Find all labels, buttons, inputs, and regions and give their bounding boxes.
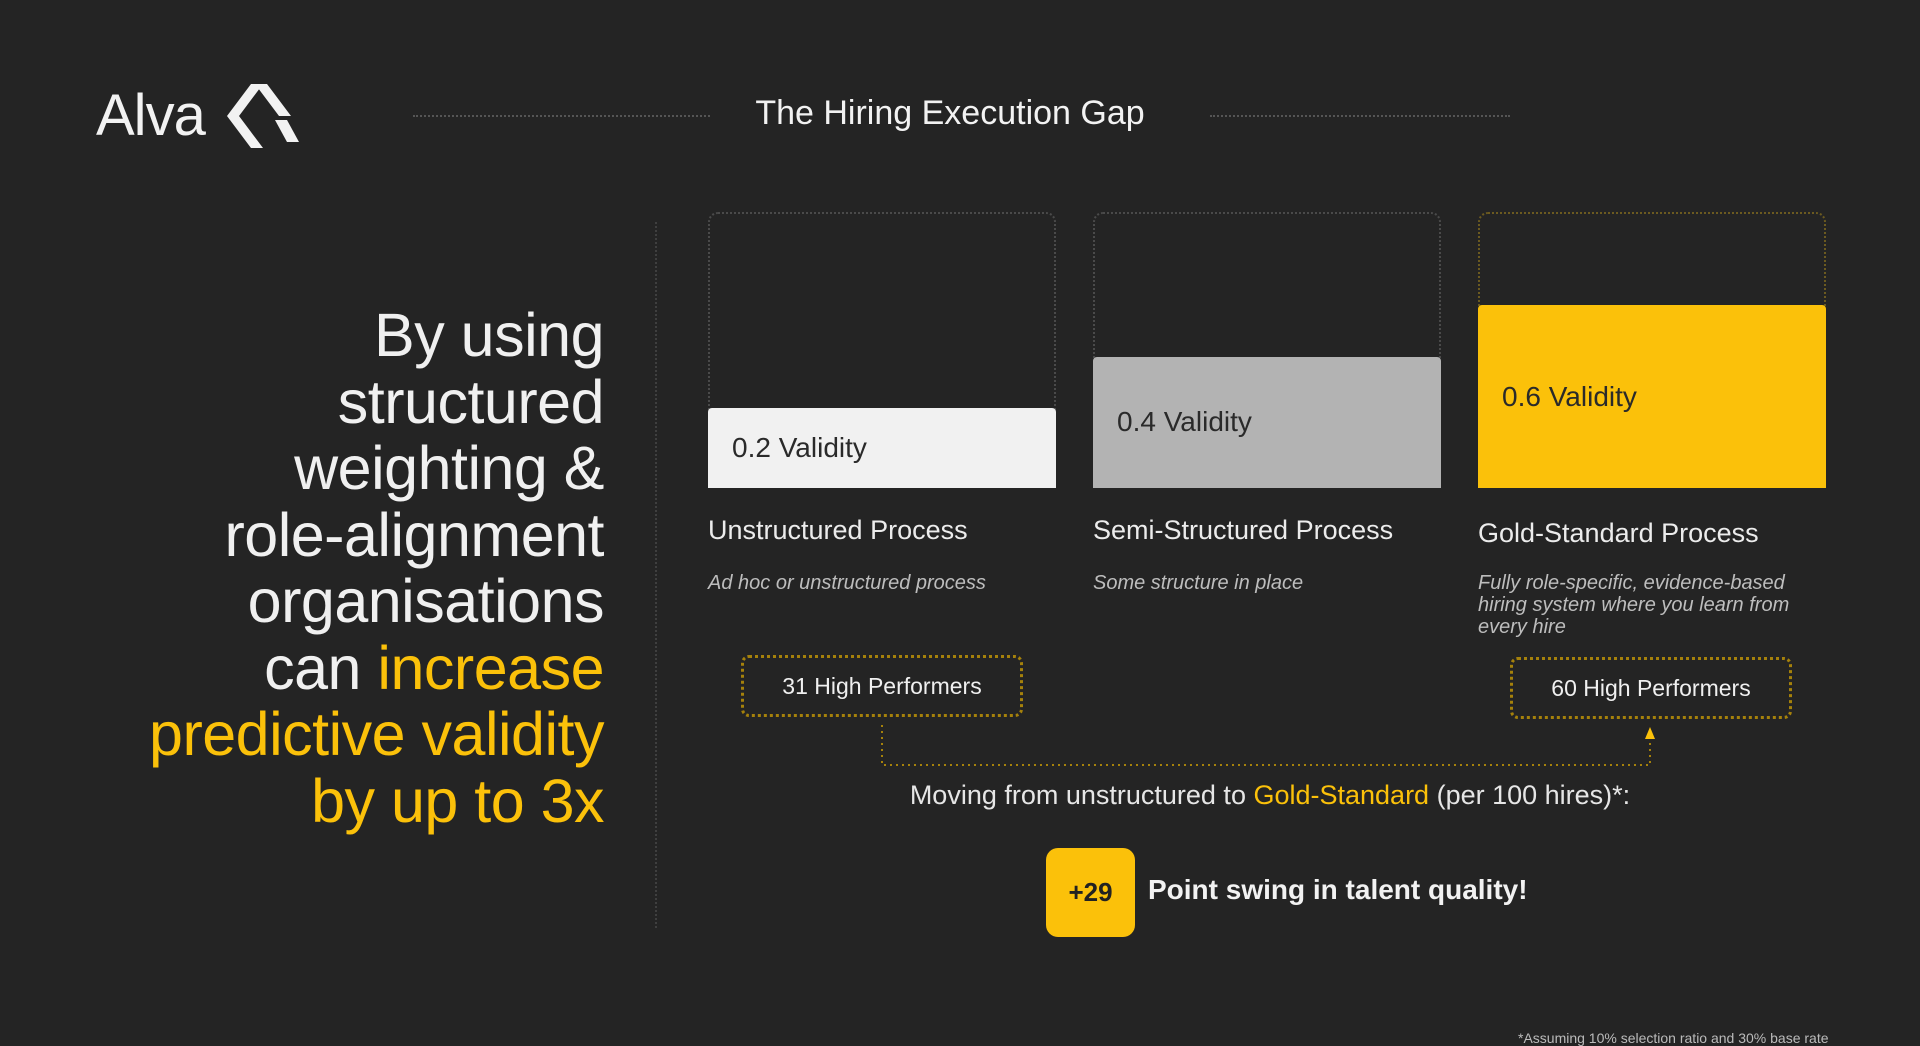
process-title: Gold-Standard Process	[1478, 518, 1759, 548]
headline-line: By using	[374, 301, 604, 369]
swing-text: Point swing in talent quality!	[1148, 874, 1528, 905]
validity-bar-gold-standard: 0.6 Validity	[1478, 305, 1826, 488]
headline-line: organisations	[247, 567, 605, 635]
summary-prefix: Moving from unstructured to	[909, 780, 1254, 810]
footnote: *Assuming 10% selection ratio and 30% ba…	[1518, 1030, 1829, 1046]
process-description: Some structure in place	[1093, 572, 1304, 594]
headline-highlight: by up to 3x	[311, 766, 604, 835]
validity-label: 0.6 Validity	[1502, 380, 1637, 412]
process-title: Unstructured Process	[708, 515, 968, 545]
swing-badge: +29	[1046, 848, 1135, 937]
validity-bar-unstructured: 0.2 Validity	[708, 408, 1056, 488]
headline-text: can	[264, 633, 378, 702]
summary-text: Moving from unstructured to Gold-Standar…	[700, 780, 1840, 811]
vertical-divider	[655, 222, 657, 928]
connector-arrow	[881, 725, 1655, 766]
title-divider-right	[1210, 115, 1510, 117]
headline-highlight: predictive validity	[149, 700, 604, 768]
summary-highlight: Gold-Standard	[1253, 780, 1430, 810]
validity-box-gold-standard: 0.6 Validity	[1478, 212, 1826, 488]
logo-text: Alva	[96, 83, 206, 148]
headline-line: can increase	[40, 633, 604, 702]
validity-label: 0.4 Validity	[1117, 406, 1252, 438]
arrowhead-icon	[1645, 727, 1655, 739]
headline: By using structured weighting & role-ali…	[40, 302, 604, 834]
validity-label: 0.2 Validity	[732, 432, 867, 463]
high-performers-gold: 60 High Performers	[1510, 657, 1792, 719]
process-description: Fully role-specific, evidence-based hiri…	[1478, 572, 1790, 638]
validity-box-semi-structured: 0.4 Validity	[1093, 212, 1441, 488]
high-performers-unstructured: 31 High Performers	[741, 655, 1023, 717]
process-description: Ad hoc or unstructured process	[708, 572, 986, 594]
headline-line: weighting &	[294, 434, 604, 502]
page-title: The Hiring Execution Gap	[755, 94, 1145, 132]
headline-line: role-alignment	[224, 500, 604, 569]
title-divider-left	[413, 115, 710, 117]
summary-suffix: (per 100 hires)*:	[1429, 780, 1631, 810]
alva-logo: Alva	[96, 82, 299, 149]
validity-bar-semi-structured: 0.4 Validity	[1093, 356, 1441, 488]
validity-box-unstructured: 0.2 Validity	[708, 212, 1056, 488]
process-title: Semi-Structured Process	[1093, 515, 1394, 545]
alva-diamond-icon	[226, 83, 299, 148]
headline-line: structured	[337, 367, 605, 436]
headline-highlight: increase	[377, 633, 604, 702]
